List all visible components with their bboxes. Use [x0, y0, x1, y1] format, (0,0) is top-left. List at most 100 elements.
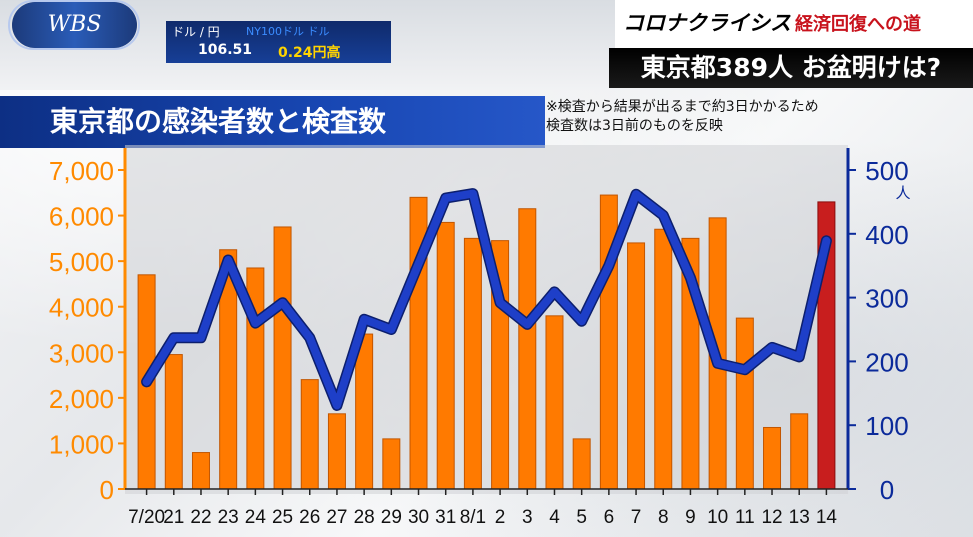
- x-tick-label: 12: [761, 507, 782, 528]
- bar: [327, 413, 346, 490]
- x-tick-label: 21: [163, 507, 184, 528]
- bar: [654, 228, 673, 490]
- right-tick-label: 300: [865, 284, 908, 314]
- chart-title: 東京都の感染者数と検査数: [50, 105, 387, 138]
- line-point: [362, 317, 366, 321]
- bar: [518, 208, 537, 490]
- series-line: [142, 189, 831, 410]
- x-tick-label: 28: [354, 507, 375, 528]
- segment-corona: コロナクライシス: [623, 10, 791, 35]
- bar: [436, 221, 455, 490]
- line-point: [525, 322, 529, 326]
- chart-title-band: [0, 96, 545, 148]
- x-tick-label: 22: [190, 507, 211, 528]
- bar: [164, 354, 183, 490]
- x-tick-label: 3: [522, 507, 533, 528]
- x-tick-label: 11: [735, 507, 755, 528]
- x-tick-label: 7: [631, 507, 642, 528]
- left-tick-label: 1,000: [49, 429, 114, 459]
- line-point: [716, 361, 720, 365]
- left-tick-label: 6,000: [49, 202, 114, 232]
- x-tick-label: 2: [495, 507, 506, 528]
- chart-note-line-2: 検査数は3日前のものを反映: [546, 118, 723, 134]
- left-tick-label: 7,000: [49, 156, 114, 186]
- x-tick-label: 26: [299, 507, 320, 528]
- bar: [191, 452, 210, 490]
- bar: [545, 315, 564, 490]
- plot-area: [125, 145, 848, 494]
- x-tick-label: 8/1: [460, 507, 486, 528]
- segment-title: コロナクライシス 経済回復への道: [615, 0, 973, 48]
- bar: [382, 438, 401, 490]
- line-point: [444, 196, 448, 200]
- left-tick-label: 2,000: [49, 384, 114, 414]
- right-tick-label: 400: [865, 220, 908, 250]
- bar: [790, 413, 809, 490]
- line-point: [607, 264, 611, 268]
- right-axis-unit: 人: [895, 184, 910, 202]
- line-point: [770, 345, 774, 349]
- right-tick-label: 500: [865, 156, 908, 186]
- line-point: [389, 328, 393, 331]
- line-point: [308, 336, 312, 340]
- line-point: [688, 276, 692, 280]
- chart-note: ※検査から結果が出るまで約3日かかるため 検査数は3日前のものを反映: [546, 98, 819, 136]
- ticker-change-value: 0.24: [278, 45, 313, 61]
- right-tick-label: 100: [865, 411, 908, 441]
- line-series: [141, 188, 832, 411]
- x-tick-label: 4: [549, 507, 560, 528]
- x-tick-label: 7/20: [128, 507, 165, 528]
- ticker-change: 0.24円高: [278, 42, 341, 62]
- line-point: [253, 321, 257, 325]
- x-tick-label: 30: [408, 507, 429, 528]
- x-tick-label: 24: [245, 507, 267, 528]
- x-tick-label: 6: [604, 507, 615, 528]
- line-point: [471, 192, 475, 196]
- line-point: [145, 380, 149, 384]
- ticker-change-unit: 円高: [312, 45, 341, 61]
- x-tick-label: 13: [789, 507, 810, 528]
- line-point: [498, 301, 502, 305]
- bar: [763, 426, 782, 490]
- line-point: [199, 336, 203, 340]
- chart-note-line-1: ※検査から結果が出るまで約3日かかるため: [546, 99, 819, 115]
- ticker-scroll-text: NY100ドル ドル: [246, 25, 330, 38]
- bar: [627, 242, 646, 490]
- line-point: [661, 213, 665, 217]
- left-tick-label: 5,000: [49, 247, 114, 277]
- headline: 東京都389人 お盆明けは?: [609, 48, 973, 88]
- x-tick-label: 8: [658, 507, 669, 528]
- chart: 0 1,000 2,000 3,000 4,000 5,000 6,000 7,000 0 10…: [49, 145, 911, 528]
- bar: [273, 226, 292, 490]
- x-tick-label: 29: [381, 507, 402, 528]
- right-tick-label: 0: [880, 475, 894, 505]
- left-tick-label: 4,000: [49, 293, 114, 323]
- bar: [735, 317, 754, 490]
- bar: [572, 438, 591, 490]
- ticker-label: ドル / 円: [172, 25, 220, 39]
- x-tick-label: 25: [272, 507, 293, 528]
- x-tick-label: 14: [816, 507, 838, 528]
- x-tick-label: 31: [435, 507, 456, 528]
- line-point: [281, 301, 285, 305]
- bar: [300, 379, 319, 490]
- line-point: [580, 319, 584, 323]
- left-tick-label: 3,000: [49, 338, 114, 368]
- left-axis: 0 1,000 2,000 3,000 4,000 5,000 6,000 7,000: [49, 148, 127, 505]
- x-tick-label: 9: [685, 507, 696, 528]
- line-point: [824, 239, 828, 243]
- ticker-rate: 106.51: [198, 42, 253, 58]
- x-tick-label: 5: [576, 507, 587, 528]
- line-point: [417, 262, 421, 266]
- bar: [463, 237, 482, 490]
- line-point: [634, 192, 638, 196]
- x-tick-label: 10: [707, 507, 728, 528]
- line-point: [226, 258, 230, 262]
- line-point: [552, 290, 556, 294]
- left-tick-label: 0: [100, 475, 114, 505]
- currency-ticker: ドル / 円 NY100ドル ドル 106.51 0.24円高: [166, 21, 391, 63]
- line-point: [797, 355, 801, 359]
- line-point: [743, 368, 747, 372]
- broadcaster-logo: WBS: [12, 2, 137, 48]
